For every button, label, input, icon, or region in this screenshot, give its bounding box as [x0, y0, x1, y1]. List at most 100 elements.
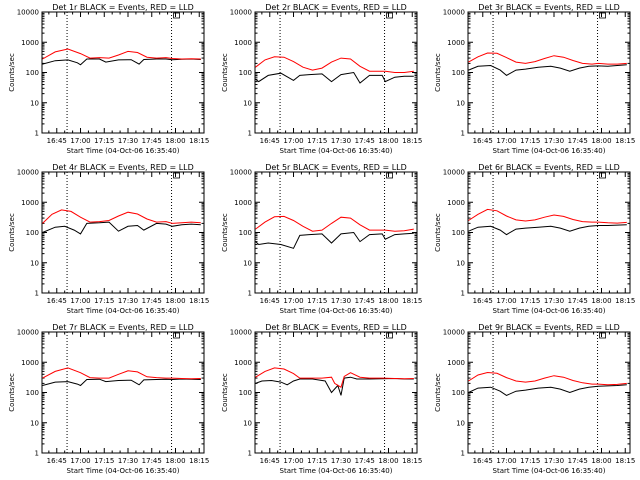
events-series-line — [42, 378, 201, 387]
panel-title: Det 2r BLACK = Events, RED = LLD — [265, 3, 407, 12]
x-tick-label: 17:30 — [118, 297, 138, 305]
y-axis-label: Counts/sec — [8, 53, 16, 92]
x-tick-label: 17:00 — [283, 457, 303, 465]
y-tick-label: 1000 — [447, 359, 465, 367]
lld-series-line — [468, 52, 627, 65]
y-tick-label: 10 — [243, 99, 252, 107]
panel-title: Det 5r BLACK = Events, RED = LLD — [265, 163, 407, 172]
marker-box — [599, 172, 606, 179]
events-series-line — [255, 71, 414, 84]
x-tick-label: 17:45 — [355, 457, 375, 465]
x-tick-label: 17:15 — [520, 137, 540, 145]
x-tick-label: 16:45 — [473, 457, 493, 465]
plot-frame — [467, 171, 631, 294]
y-tick-label: 1000 — [447, 39, 465, 47]
panel-2: Det 2r BLACK = Events, RED = LLD 1 10 100 10… — [221, 3, 422, 155]
x-tick-label: 17:45 — [142, 297, 162, 305]
x-tick-label: 17:00 — [496, 137, 516, 145]
x-tick-label: 17:45 — [355, 297, 375, 305]
y-tick-label: 100 — [452, 389, 465, 397]
y-tick-label: 10 — [30, 99, 39, 107]
x-tick-label: 16:45 — [473, 297, 493, 305]
x-tick-label: 17:45 — [568, 297, 588, 305]
x-tick-label: 18:00 — [165, 137, 185, 145]
lld-series-line — [255, 56, 414, 73]
x-tick-label: 17:00 — [496, 457, 516, 465]
y-tick-label: 1 — [248, 290, 252, 298]
x-tick-label: 18:15 — [189, 457, 209, 465]
x-axis-label: Start Time (04-Oct-06 16:35:40) — [280, 467, 393, 475]
events-series-line — [42, 58, 201, 66]
x-tick-label: 16:45 — [47, 297, 67, 305]
lld-series-line — [42, 367, 201, 380]
events-series-line — [42, 221, 201, 235]
events-series-line — [255, 231, 414, 249]
x-tick-label: 17:00 — [70, 297, 90, 305]
plot-frame — [254, 171, 418, 294]
y-axis-label: Counts/sec — [434, 53, 442, 92]
y-tick-label: 10 — [30, 259, 39, 267]
marker-box — [386, 12, 393, 19]
x-tick-label: 17:15 — [307, 457, 327, 465]
plot-frame — [254, 331, 418, 454]
y-tick-label: 100 — [239, 69, 252, 77]
x-tick-label: 17:45 — [142, 457, 162, 465]
x-tick-label: 18:00 — [591, 297, 611, 305]
y-tick-label: 10000 — [443, 9, 465, 17]
y-tick-label: 10 — [243, 259, 252, 267]
x-tick-label: 17:30 — [544, 297, 564, 305]
y-tick-label: 10000 — [443, 329, 465, 337]
y-tick-label: 10 — [456, 419, 465, 427]
x-tick-label: 17:30 — [118, 137, 138, 145]
panel-title: Det 9r BLACK = Events, RED = LLD — [478, 323, 620, 332]
y-tick-label: 1000 — [234, 39, 252, 47]
x-tick-label: 17:00 — [283, 137, 303, 145]
plot-frame — [467, 331, 631, 454]
y-tick-label: 1000 — [21, 359, 39, 367]
x-tick-label: 16:45 — [47, 137, 67, 145]
y-tick-label: 100 — [452, 229, 465, 237]
x-tick-label: 16:45 — [260, 297, 280, 305]
marker-box — [599, 332, 606, 339]
x-tick-label: 17:15 — [520, 457, 540, 465]
x-tick-label: 17:30 — [331, 457, 351, 465]
x-tick-label: 17:45 — [568, 457, 588, 465]
x-tick-label: 16:45 — [260, 137, 280, 145]
x-tick-label: 17:15 — [307, 137, 327, 145]
y-axis-label: Counts/sec — [221, 53, 229, 92]
y-tick-label: 10000 — [17, 9, 39, 17]
lld-series-line — [255, 215, 414, 232]
x-axis-label: Start Time (04-Oct-06 16:35:40) — [493, 467, 606, 475]
x-tick-label: 17:30 — [331, 297, 351, 305]
marker-box — [173, 172, 180, 179]
x-tick-label: 18:00 — [378, 457, 398, 465]
y-tick-label: 10 — [456, 99, 465, 107]
panel-7: Det 7r BLACK = Events, RED = LLD 1 10 100 10… — [8, 323, 209, 475]
y-tick-label: 10000 — [17, 329, 39, 337]
y-tick-label: 1 — [248, 450, 252, 458]
y-tick-label: 100 — [239, 389, 252, 397]
y-tick-label: 1000 — [234, 359, 252, 367]
lld-series-line — [42, 48, 201, 60]
y-tick-label: 10 — [243, 419, 252, 427]
y-tick-label: 10 — [456, 259, 465, 267]
y-tick-label: 100 — [452, 69, 465, 77]
x-tick-label: 18:15 — [615, 297, 635, 305]
panel-5: Det 5r BLACK = Events, RED = LLD 1 10 100 10… — [221, 163, 422, 315]
panel-title: Det 4r BLACK = Events, RED = LLD — [52, 163, 194, 172]
lld-series-line — [468, 208, 627, 224]
events-series-line — [255, 376, 414, 396]
x-tick-label: 17:15 — [94, 457, 114, 465]
x-tick-label: 16:45 — [473, 137, 493, 145]
y-tick-label: 1 — [461, 290, 465, 298]
x-tick-label: 18:00 — [165, 297, 185, 305]
panel-4: Det 4r BLACK = Events, RED = LLD 1 10 100 10… — [8, 163, 209, 315]
y-tick-label: 10000 — [230, 9, 252, 17]
x-tick-label: 18:15 — [615, 137, 635, 145]
y-tick-label: 10000 — [230, 329, 252, 337]
panel-title: Det 3r BLACK = Events, RED = LLD — [478, 3, 620, 12]
x-tick-label: 17:00 — [70, 137, 90, 145]
lld-series-line — [255, 367, 414, 388]
y-tick-label: 1000 — [447, 199, 465, 207]
